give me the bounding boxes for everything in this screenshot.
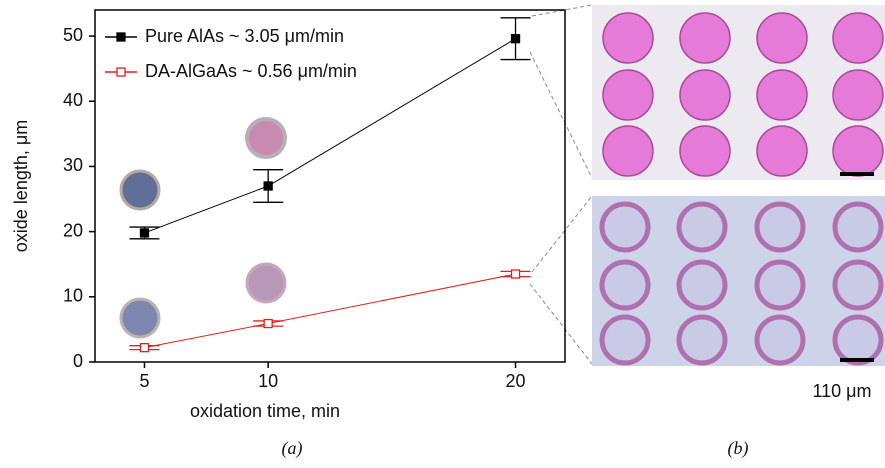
marker <box>263 181 273 191</box>
scale-label: 110 μm <box>812 381 871 401</box>
photo-top <box>592 5 885 180</box>
zoom-lines <box>529 4 593 365</box>
inset-images <box>119 117 287 339</box>
caption: (b) <box>728 438 749 459</box>
x-tick-label: 5 <box>139 371 149 391</box>
y-tick-label: 40 <box>63 90 83 110</box>
y-tick-label: 30 <box>63 155 83 175</box>
caption: (a) <box>282 438 303 459</box>
marker <box>263 318 273 329</box>
legend-marker <box>116 67 126 77</box>
y-axis-label: oxide length, μm <box>11 120 31 252</box>
x-tick-label: 10 <box>258 371 278 391</box>
legend-marker <box>116 32 126 42</box>
marker <box>139 343 150 353</box>
legend-label: Pure AlAs ~ 3.05 μm/min <box>145 26 344 46</box>
plot-frame <box>94 9 566 363</box>
photo-bottom <box>592 196 885 366</box>
marker <box>510 34 521 44</box>
marker <box>510 269 521 279</box>
y-tick-label: 20 <box>63 220 83 240</box>
marker <box>139 228 150 238</box>
y-tick-label: 0 <box>73 351 83 371</box>
legend-label: DA-AlGaAs ~ 0.56 μm/min <box>145 61 357 81</box>
x-tick-label: 20 <box>506 371 526 391</box>
y-tick-label: 10 <box>63 286 83 306</box>
y-tick-label: 50 <box>63 25 83 45</box>
x-axis-label: oxidation time, min <box>190 401 340 421</box>
series-line <box>144 273 516 349</box>
